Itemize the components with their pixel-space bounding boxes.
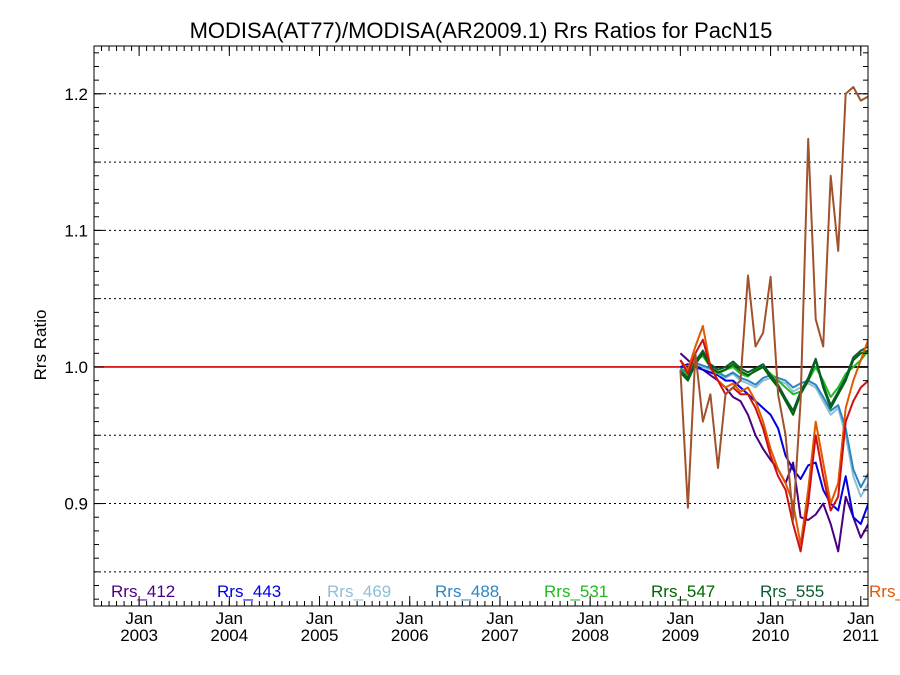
- legend-entry-rrs-488: Rrs_488: [435, 582, 499, 601]
- x-tick-label-year: 2004: [210, 626, 248, 645]
- plot-frame: [93, 45, 869, 607]
- x-tick-label-month: Jan: [125, 609, 152, 628]
- legend-entry-rrs-412: Rrs_412: [111, 582, 175, 601]
- legend-entry-rrs-443: Rrs_443: [217, 582, 281, 601]
- x-tick-label-month: Jan: [306, 609, 333, 628]
- y-tick-label: 0.9: [64, 495, 88, 514]
- x-tick-label-year: 2009: [661, 626, 699, 645]
- legend: Rrs_412 Rrs_443 Rrs_469 Rrs_488 Rrs_531 Rrs_5…: [111, 582, 900, 601]
- gridlines: [94, 93, 868, 573]
- x-tick-labels: Jan2003Jan2004Jan2005Jan2006Jan2007Jan20…: [120, 609, 879, 645]
- legend-entry-rrs-547: Rrs_547: [651, 582, 715, 601]
- x-tick-label-year: 2010: [752, 626, 790, 645]
- x-tick-label-year: 2005: [301, 626, 339, 645]
- y-tick-label: 1.1: [64, 221, 88, 240]
- y-tick-label: 1.2: [64, 85, 88, 104]
- legend-entry-rrs-469: Rrs_469: [327, 582, 391, 601]
- x-tick-label-month: Jan: [216, 609, 243, 628]
- series-line-rrs-667: [679, 338, 868, 553]
- x-tick-label-month: Jan: [486, 609, 513, 628]
- chart-title: MODISA(AT77)/MODISA(AR2009.1) Rrs Ratios…: [190, 18, 773, 43]
- legend-entry-rrs-645: Rrs_645: [869, 582, 900, 601]
- series-group: [679, 86, 868, 553]
- series-line-rrs-678: [679, 86, 868, 521]
- x-tick-label-month: Jan: [396, 609, 423, 628]
- x-tick-label-year: 2011: [843, 626, 880, 645]
- y-tick-label: 1.0: [64, 358, 88, 377]
- x-tick-label-month: Jan: [847, 609, 874, 628]
- y-axis-label: Rrs Ratio: [31, 310, 50, 381]
- x-tick-label-month: Jan: [757, 609, 784, 628]
- legend-entry-rrs-555: Rrs_555: [760, 582, 824, 601]
- axis-ticks: [93, 46, 868, 606]
- legend-entry-rrs-531: Rrs_531: [544, 582, 608, 601]
- y-tick-labels: 0.9 1.0 1.1 1.2: [64, 85, 88, 514]
- x-tick-label-year: 2003: [120, 626, 158, 645]
- x-tick-label-year: 2006: [391, 626, 429, 645]
- series-line-rrs-443: [680, 363, 868, 525]
- series-line-rrs-555: [679, 345, 868, 412]
- x-tick-label-month: Jan: [667, 609, 694, 628]
- x-tick-label-month: Jan: [576, 609, 603, 628]
- x-tick-label-year: 2007: [481, 626, 519, 645]
- x-tick-label-year: 2008: [571, 626, 609, 645]
